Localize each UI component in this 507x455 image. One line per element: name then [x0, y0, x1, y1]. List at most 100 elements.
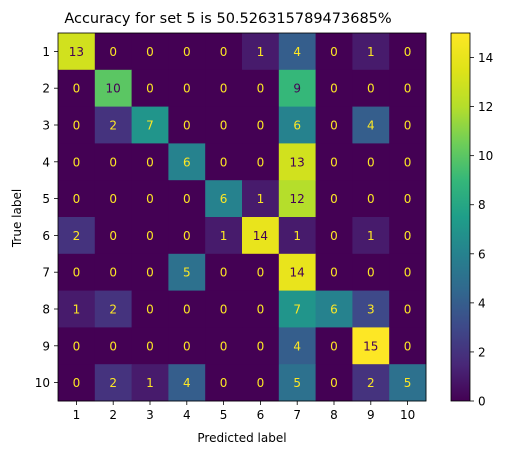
cell-value-label: 0: [73, 82, 81, 96]
heatmap-cell: [352, 143, 390, 181]
heatmap-cell: [94, 143, 132, 181]
cell-value-label: 14: [290, 266, 305, 280]
cell-value-label: 0: [404, 303, 412, 317]
heatmap-cell: [58, 106, 96, 144]
colorbar-tick-label: 6: [478, 247, 486, 261]
y-tick-label: 4: [42, 155, 50, 169]
cell-value-label: 1: [73, 303, 81, 317]
heatmap-cell: [278, 290, 316, 328]
heatmap-cell: [352, 69, 390, 107]
heatmap-cell: [352, 217, 390, 255]
cell-value-label: 0: [367, 82, 375, 96]
x-tick-label: 8: [330, 408, 338, 422]
heatmap-cell: [58, 290, 96, 328]
cell-value-label: 0: [183, 119, 191, 133]
cell-value-label: 0: [73, 376, 81, 390]
cell-value-label: 0: [183, 303, 191, 317]
heatmap-cell: [58, 143, 96, 181]
colorbar-tick-label: 4: [478, 296, 486, 310]
heatmap-cell: [94, 327, 132, 365]
cell-value-label: 0: [109, 45, 117, 59]
cell-value-label: 0: [73, 266, 81, 280]
heatmap-cell: [389, 143, 427, 181]
cell-value-label: 2: [109, 119, 117, 133]
cell-value-label: 0: [146, 266, 154, 280]
cell-value-label: 2: [109, 303, 117, 317]
heatmap-cell: [131, 327, 169, 365]
heatmap-cell: [168, 290, 206, 328]
cell-value-label: 0: [109, 229, 117, 243]
heatmap-cell: [389, 69, 427, 107]
y-tick-label: 9: [42, 339, 50, 353]
heatmap-cell: [205, 327, 243, 365]
cell-value-label: 1: [367, 45, 375, 59]
heatmap-cell: [389, 33, 427, 71]
heatmap-cell: [205, 180, 243, 218]
heatmap-cell: [58, 364, 96, 402]
cell-value-label: 5: [404, 376, 412, 390]
x-tick-label: 10: [400, 408, 415, 422]
heatmap-cell: [131, 253, 169, 291]
heatmap-cell: [278, 327, 316, 365]
cell-value-label: 4: [293, 339, 301, 353]
cell-value-label: 0: [146, 339, 154, 353]
x-axis-ticks: 1 2 3 4 5 6 7 8 9 10: [73, 401, 415, 422]
heatmap-cell: [131, 290, 169, 328]
cell-value-label: 6: [183, 155, 191, 169]
colorbar: 0 2 4 6 8 10 12 14: [450, 32, 493, 409]
x-tick-label: 7: [293, 408, 301, 422]
heatmap-cell: [315, 327, 353, 365]
heatmap-cell: [242, 364, 280, 402]
heatmap-cell: [242, 290, 280, 328]
cell-value-label: 0: [73, 155, 81, 169]
cell-value-label: 0: [257, 155, 265, 169]
heatmap-cell: [352, 180, 390, 218]
heatmap-cell: [168, 180, 206, 218]
cell-value-label: 0: [220, 266, 228, 280]
cell-value-label: 0: [146, 155, 154, 169]
cell-value-label: 0: [220, 376, 228, 390]
cell-value-label: 0: [330, 192, 338, 206]
heatmap-frame: [57, 32, 427, 402]
cell-value-label: 0: [330, 45, 338, 59]
heatmap-cell: [168, 327, 206, 365]
heatmap-cell: [131, 364, 169, 402]
cell-value-label: 4: [183, 376, 191, 390]
cell-value-label: 0: [367, 266, 375, 280]
heatmap-cell: [389, 217, 427, 255]
heatmap-cell: [389, 180, 427, 218]
cell-value-label: 1: [146, 376, 154, 390]
x-tick-label: 4: [183, 408, 191, 422]
y-tick-label: 7: [42, 266, 50, 280]
cell-value-label: 0: [183, 192, 191, 206]
heatmap-cell: [242, 106, 280, 144]
heatmap-cell: [205, 69, 243, 107]
heatmap-cell: [131, 33, 169, 71]
cell-value-label: 2: [109, 376, 117, 390]
heatmap-cell: [315, 33, 353, 71]
heatmap-cell: [168, 33, 206, 71]
heatmap-cell: [389, 253, 427, 291]
cell-value-label: 0: [404, 45, 412, 59]
colorbar-tick-label: 14: [478, 51, 493, 65]
y-tick-label: 3: [42, 119, 50, 133]
x-tick-label: 6: [257, 408, 265, 422]
heatmap-cell: [278, 33, 316, 71]
heatmap-cell: [389, 106, 427, 144]
cell-value-label: 6: [330, 303, 338, 317]
cell-value-label: 12: [290, 192, 305, 206]
heatmap-cell: [389, 327, 427, 365]
cell-value-label: 5: [183, 266, 191, 280]
heatmap-cell: [242, 33, 280, 71]
heatmap-cell: [352, 106, 390, 144]
cell-value-label: 9: [293, 82, 301, 96]
heatmap-cell: [131, 180, 169, 218]
cell-value-label: 0: [73, 192, 81, 206]
heatmap-cell: [242, 180, 280, 218]
heatmap-cells: [57, 32, 427, 402]
cell-value-label: 0: [330, 266, 338, 280]
cell-value-label: 3: [367, 303, 375, 317]
x-tick-label: 3: [146, 408, 154, 422]
heatmap-cell: [278, 253, 316, 291]
